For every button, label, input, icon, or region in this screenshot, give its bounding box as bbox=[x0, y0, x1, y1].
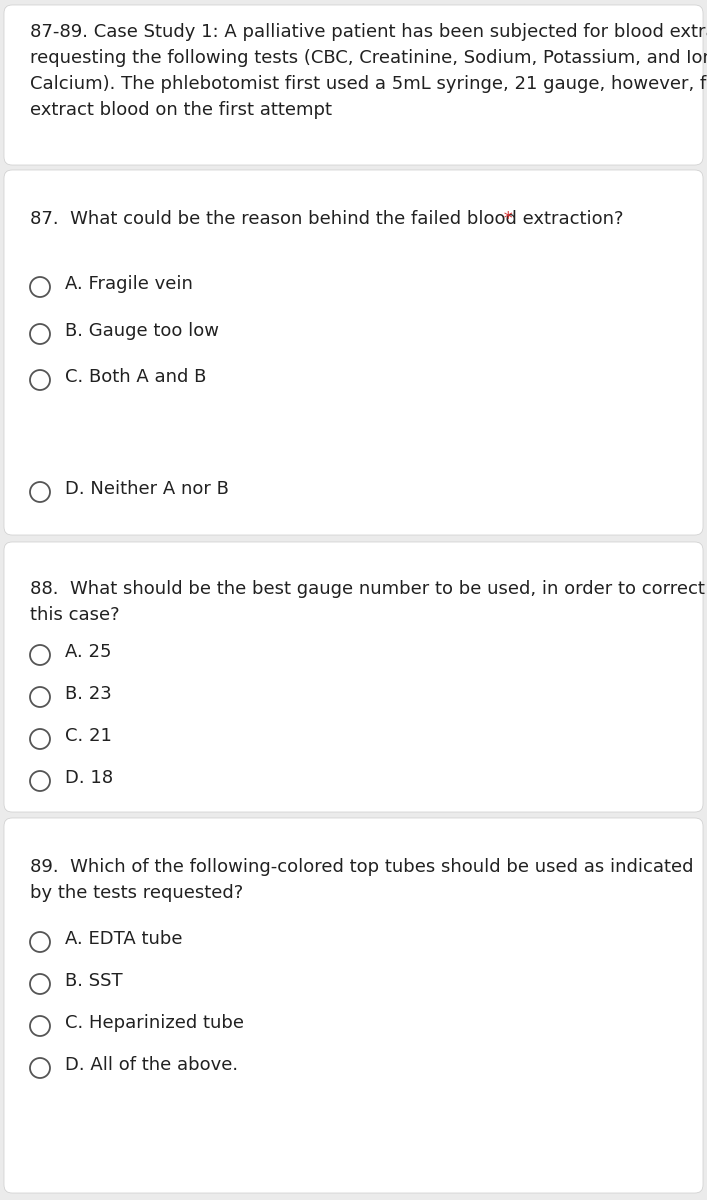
Text: D. 18: D. 18 bbox=[65, 769, 113, 787]
FancyBboxPatch shape bbox=[4, 818, 703, 1193]
Text: 87.  What could be the reason behind the failed blood extraction?: 87. What could be the reason behind the … bbox=[30, 210, 624, 228]
Text: A. Fragile vein: A. Fragile vein bbox=[65, 275, 193, 293]
Text: D. All of the above.: D. All of the above. bbox=[65, 1056, 238, 1074]
Text: D. Neither A nor B: D. Neither A nor B bbox=[65, 480, 229, 498]
FancyBboxPatch shape bbox=[4, 5, 703, 164]
Text: B. Gauge too low: B. Gauge too low bbox=[65, 322, 219, 340]
FancyBboxPatch shape bbox=[4, 542, 703, 812]
FancyBboxPatch shape bbox=[4, 170, 703, 535]
Text: C. Both A and B: C. Both A and B bbox=[65, 368, 206, 386]
Text: *: * bbox=[498, 210, 513, 228]
Text: A. EDTA tube: A. EDTA tube bbox=[65, 930, 182, 948]
Text: B. SST: B. SST bbox=[65, 972, 122, 990]
Text: 87-89. Case Study 1: A palliative patient has been subjected for blood extractio: 87-89. Case Study 1: A palliative patien… bbox=[30, 23, 707, 119]
Text: B. 23: B. 23 bbox=[65, 685, 112, 703]
Text: 89.  Which of the following-colored top tubes should be used as indicated
by the: 89. Which of the following-colored top t… bbox=[30, 858, 694, 902]
Text: 88.  What should be the best gauge number to be used, in order to correct
this c: 88. What should be the best gauge number… bbox=[30, 580, 705, 624]
Text: C. 21: C. 21 bbox=[65, 727, 112, 745]
Text: C. Heparinized tube: C. Heparinized tube bbox=[65, 1014, 244, 1032]
Text: A. 25: A. 25 bbox=[65, 643, 112, 661]
